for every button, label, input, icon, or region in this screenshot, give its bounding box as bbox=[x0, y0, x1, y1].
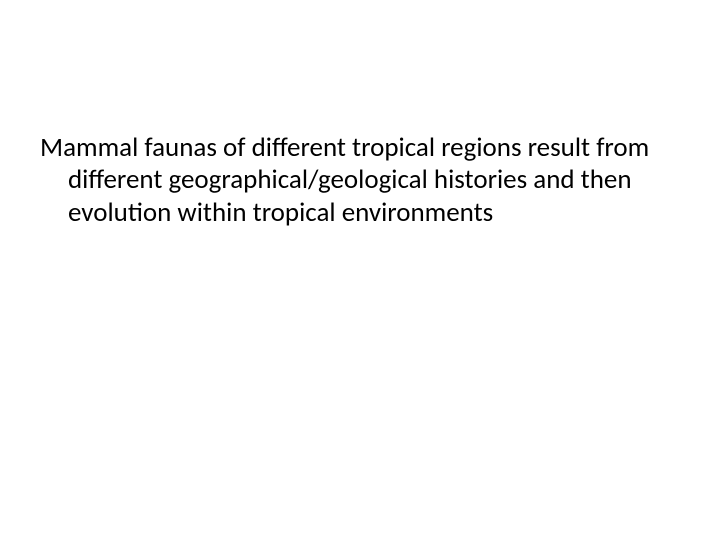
body-paragraph: Mammal faunas of different tropical regi… bbox=[40, 132, 670, 229]
slide-content: Mammal faunas of different tropical regi… bbox=[40, 132, 670, 229]
